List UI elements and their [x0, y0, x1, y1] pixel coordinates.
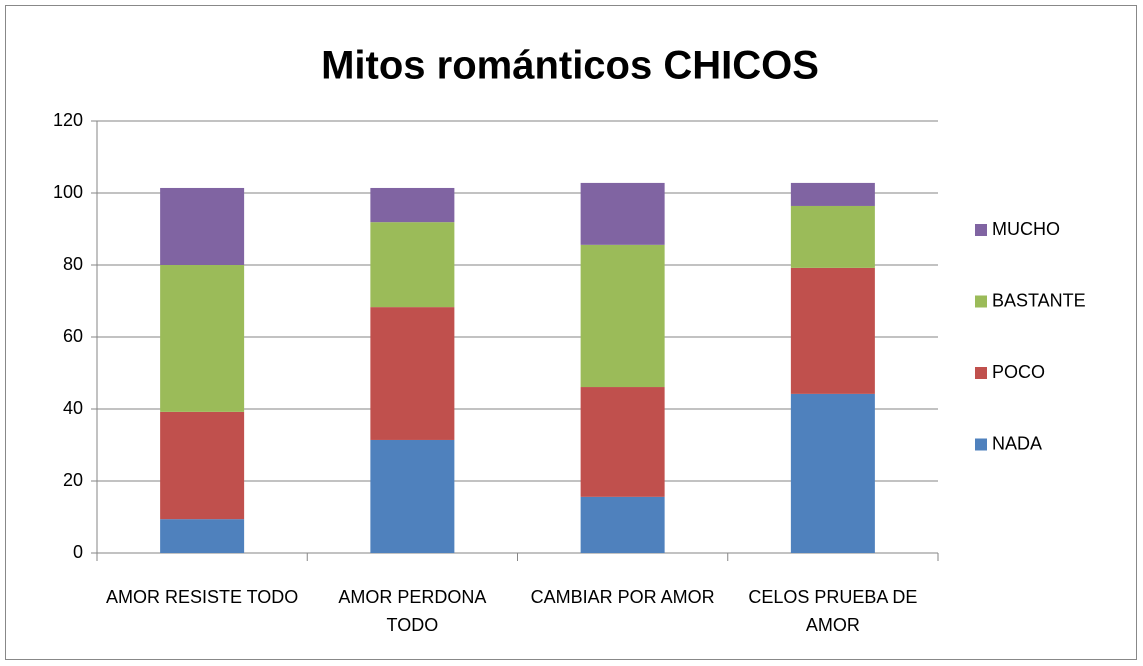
bar-segment	[370, 222, 455, 308]
bar-segment	[580, 387, 665, 497]
x-tick-label: AMOR PERDONA TODO	[338, 587, 487, 635]
legend-label: NADA	[992, 433, 1042, 453]
legend-label: BASTANTE	[992, 290, 1086, 310]
legend-label: POCO	[992, 362, 1045, 382]
legend-label: MUCHO	[992, 219, 1060, 239]
bar-segment	[580, 496, 665, 553]
bar-segment	[160, 187, 245, 265]
legend-swatch	[975, 224, 987, 236]
bar-segment	[370, 307, 455, 440]
y-tick-label: 60	[63, 326, 83, 346]
y-tick-label: 20	[63, 470, 83, 490]
bar-segment	[580, 182, 665, 245]
bar-segment	[790, 205, 875, 268]
y-tick-label: 120	[53, 110, 83, 130]
x-tick-label: CELOS PRUEBA DE AMOR	[748, 587, 918, 635]
y-tick-label: 80	[63, 254, 83, 274]
x-tick-label: CAMBIAR POR AMOR	[530, 587, 715, 607]
y-tick-label: 40	[63, 398, 83, 418]
bar-segment	[370, 439, 455, 553]
bar-segment	[370, 187, 455, 223]
legend-swatch	[975, 367, 987, 379]
bar-segment	[160, 265, 245, 412]
bar-segment	[160, 519, 245, 553]
chart-title: Mitos románticos CHICOS	[321, 44, 819, 88]
legend-swatch	[975, 295, 987, 308]
bar-segment	[580, 244, 665, 388]
legend-swatch	[975, 438, 987, 451]
y-tick-label: 0	[73, 542, 83, 562]
bar-segment	[790, 182, 875, 206]
bar-segment	[160, 411, 245, 520]
bar-segment	[790, 393, 875, 553]
bar-segment	[790, 267, 875, 394]
x-tick-label: AMOR RESISTE TODO	[105, 587, 299, 607]
y-tick-label: 100	[53, 182, 83, 202]
